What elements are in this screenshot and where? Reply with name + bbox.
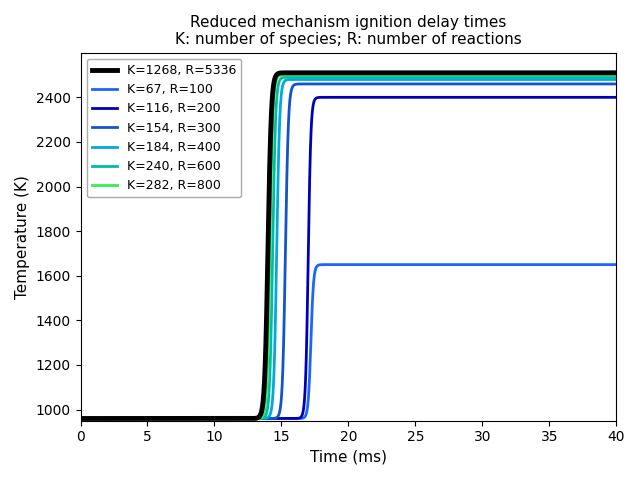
K=116, R=200 bbox=[570, 95, 577, 100]
K=154, R=300 bbox=[332, 81, 339, 87]
K=154, R=300 bbox=[612, 81, 620, 87]
K=116, R=200 bbox=[352, 95, 360, 100]
Line: K=184, R=400: K=184, R=400 bbox=[81, 80, 616, 419]
K=1268, R=5336 bbox=[570, 70, 577, 76]
K=240, R=600 bbox=[466, 74, 474, 80]
K=154, R=300 bbox=[77, 416, 84, 421]
K=116, R=200 bbox=[596, 95, 604, 100]
K=282, R=800 bbox=[466, 72, 474, 78]
K=154, R=300 bbox=[466, 81, 474, 87]
K=184, R=400 bbox=[301, 77, 309, 83]
K=282, R=800 bbox=[596, 72, 604, 78]
K=240, R=600 bbox=[322, 74, 330, 80]
Line: K=154, R=300: K=154, R=300 bbox=[81, 84, 616, 419]
K=1268, R=5336 bbox=[612, 70, 620, 76]
K=67, R=100 bbox=[77, 416, 84, 421]
K=116, R=200 bbox=[77, 416, 84, 421]
K=184, R=400 bbox=[77, 416, 84, 421]
Line: K=240, R=600: K=240, R=600 bbox=[81, 77, 616, 419]
K=240, R=600 bbox=[301, 74, 309, 80]
K=240, R=600 bbox=[596, 74, 604, 80]
K=240, R=600 bbox=[77, 416, 84, 421]
K=1268, R=5336 bbox=[466, 70, 474, 76]
K=1268, R=5336 bbox=[332, 70, 339, 76]
K=1268, R=5336 bbox=[77, 416, 84, 421]
K=240, R=600 bbox=[612, 74, 620, 80]
Y-axis label: Temperature (K): Temperature (K) bbox=[15, 175, 30, 299]
K=116, R=200 bbox=[332, 95, 339, 100]
K=116, R=200 bbox=[301, 376, 309, 382]
K=1268, R=5336 bbox=[596, 70, 604, 76]
K=282, R=800 bbox=[612, 72, 620, 78]
K=282, R=800 bbox=[306, 72, 314, 78]
Title: Reduced mechanism ignition delay times
K: number of species; R: number of reacti: Reduced mechanism ignition delay times K… bbox=[175, 15, 522, 48]
K=282, R=800 bbox=[332, 72, 339, 78]
K=240, R=600 bbox=[332, 74, 339, 80]
Line: K=1268, R=5336: K=1268, R=5336 bbox=[81, 73, 616, 419]
K=1268, R=5336 bbox=[301, 70, 309, 76]
K=184, R=400 bbox=[612, 77, 620, 83]
K=67, R=100 bbox=[570, 262, 577, 267]
Line: K=67, R=100: K=67, R=100 bbox=[81, 264, 616, 419]
K=184, R=400 bbox=[326, 77, 333, 83]
K=116, R=200 bbox=[466, 95, 474, 100]
K=67, R=100 bbox=[612, 262, 620, 267]
K=67, R=100 bbox=[466, 262, 474, 267]
K=282, R=800 bbox=[321, 72, 328, 78]
K=240, R=600 bbox=[306, 74, 314, 80]
K=116, R=200 bbox=[612, 95, 620, 100]
K=184, R=400 bbox=[570, 77, 577, 83]
Legend: K=1268, R=5336, K=67, R=100, K=116, R=200, K=154, R=300, K=184, R=400, K=240, R=: K=1268, R=5336, K=67, R=100, K=116, R=20… bbox=[87, 59, 241, 197]
Line: K=116, R=200: K=116, R=200 bbox=[81, 97, 616, 419]
K=154, R=300 bbox=[301, 81, 309, 87]
K=67, R=100 bbox=[306, 367, 314, 372]
K=1268, R=5336 bbox=[326, 70, 333, 76]
K=282, R=800 bbox=[570, 72, 577, 78]
K=184, R=400 bbox=[596, 77, 604, 83]
K=67, R=100 bbox=[355, 262, 362, 267]
K=240, R=600 bbox=[570, 74, 577, 80]
Line: K=282, R=800: K=282, R=800 bbox=[81, 75, 616, 419]
K=184, R=400 bbox=[466, 77, 474, 83]
K=67, R=100 bbox=[301, 413, 309, 419]
K=154, R=300 bbox=[335, 81, 342, 87]
K=154, R=300 bbox=[570, 81, 577, 87]
X-axis label: Time (ms): Time (ms) bbox=[310, 450, 387, 465]
K=184, R=400 bbox=[306, 77, 314, 83]
K=116, R=200 bbox=[306, 167, 314, 172]
K=282, R=800 bbox=[301, 72, 309, 78]
K=154, R=300 bbox=[306, 81, 314, 87]
K=67, R=100 bbox=[596, 262, 604, 267]
K=1268, R=5336 bbox=[306, 70, 314, 76]
K=154, R=300 bbox=[596, 81, 604, 87]
K=67, R=100 bbox=[332, 262, 339, 267]
K=184, R=400 bbox=[332, 77, 339, 83]
K=282, R=800 bbox=[77, 416, 84, 421]
